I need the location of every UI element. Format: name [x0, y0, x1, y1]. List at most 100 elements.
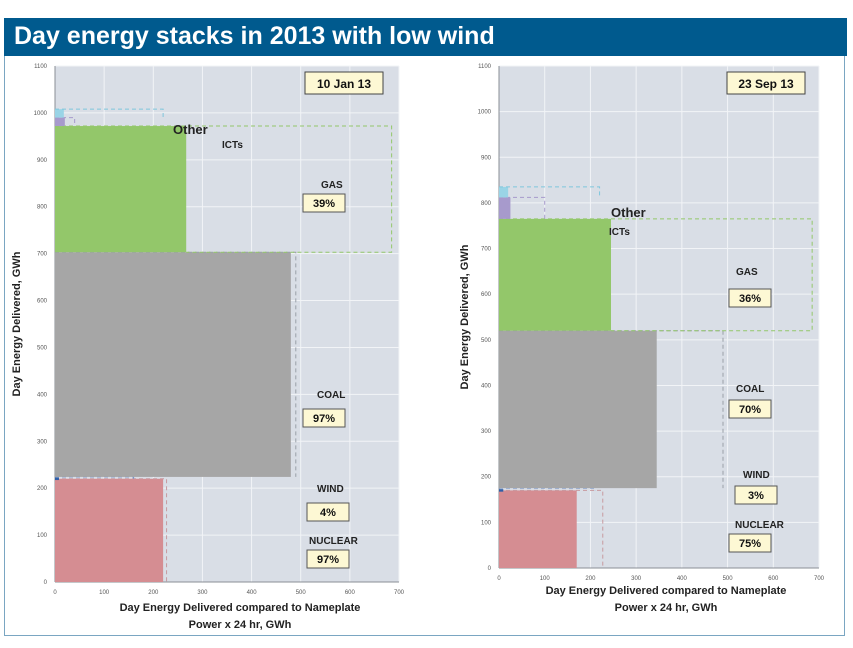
y-tick-label: 900 — [481, 155, 492, 161]
x-tick-label: 200 — [585, 576, 596, 582]
y-tick-label: 800 — [481, 201, 492, 207]
other-nameplate-outline — [55, 108, 164, 118]
y-tick-label: 700 — [37, 252, 48, 258]
date-badge — [304, 71, 384, 95]
coal-percent: 97% — [313, 413, 335, 425]
x-axis-title-line2: Power x 24 hr, GWh — [615, 602, 718, 614]
title-bar: Day energy stacks in 2013 with low wind — [4, 18, 847, 56]
gas-bar — [499, 218, 611, 331]
chart-panel-1: 0 100 200 300 400 500 600 700 0 100 200 300 400 500 60… — [11, 64, 405, 631]
nuclear-label: NUCLEAR — [735, 520, 785, 531]
x-tick-label: 100 — [99, 590, 110, 596]
gas-label: GAS — [321, 180, 343, 191]
x-tick-label: 300 — [631, 576, 642, 582]
y-tick-label: 100 — [37, 533, 48, 539]
gas-nameplate-outline — [499, 218, 813, 332]
x-tick-label: 600 — [768, 576, 779, 582]
y-tick-label: 200 — [37, 486, 48, 492]
y-tick-label: 1000 — [478, 110, 492, 116]
x-axis-title-line2: Power x 24 hr, GWh — [189, 619, 292, 631]
x-tick-label: 200 — [148, 590, 159, 596]
coal-percent: 70% — [739, 404, 761, 416]
y-tick-label: 1000 — [34, 111, 48, 117]
y-tick-label: 600 — [481, 292, 492, 298]
date-label: 23 Sep 13 — [738, 77, 794, 91]
icts-label: ICTs — [222, 140, 243, 151]
gas-bar — [55, 126, 187, 253]
nuclear-nameplate-outline — [55, 478, 168, 582]
gas-percent: 39% — [313, 198, 335, 210]
icts-bar — [499, 197, 511, 219]
x-tick-label: 700 — [814, 576, 825, 582]
x-tick-label: 600 — [345, 590, 356, 596]
page-title: Day energy stacks in 2013 with low wind — [14, 22, 495, 50]
x-axis-title-line1: Day Energy Delivered compared to Namepla… — [546, 585, 787, 597]
y-tick-label: 1100 — [478, 64, 492, 70]
other-label: Other — [611, 205, 646, 220]
nuclear-percent: 97% — [317, 554, 339, 566]
y-tick-label: 500 — [37, 345, 48, 351]
coal-label: COAL — [736, 384, 764, 395]
x-tick-label: 100 — [540, 576, 551, 582]
nuclear-label: NUCLEAR — [309, 536, 359, 547]
y-tick-label: 300 — [481, 429, 492, 435]
y-tick-label: 1100 — [34, 64, 48, 70]
x-tick-label: 400 — [247, 590, 258, 596]
nuclear-bar — [55, 478, 164, 582]
wind-percent-badge — [734, 485, 778, 505]
y-tick-label: 300 — [37, 439, 48, 445]
wind-label: WIND — [743, 470, 770, 481]
gas-percent-badge — [728, 288, 772, 308]
y-tick-label: 900 — [37, 158, 48, 164]
y-tick-label: 800 — [37, 205, 48, 211]
y-axis-title: Day Energy Delivered, GWh — [459, 244, 471, 389]
wind-percent: 3% — [748, 490, 764, 502]
y-tick-label: 200 — [481, 475, 492, 481]
coal-percent-badge — [728, 399, 772, 419]
icts-bar — [55, 117, 65, 127]
wind-percent-badge — [306, 502, 350, 522]
y-tick-label: 400 — [481, 383, 492, 389]
x-axis-title-line1: Day Energy Delivered compared to Namepla… — [120, 602, 361, 614]
y-tick-label: 0 — [488, 566, 492, 572]
other-label: Other — [173, 122, 208, 137]
other-bar — [499, 186, 509, 198]
chart-panel-2: 0 100 200 300 400 500 600 700 0 100 200 300 400 500 60… — [459, 64, 825, 614]
x-tick-label: 0 — [497, 576, 501, 582]
y-axis-title: Day Energy Delivered, GWh — [11, 251, 23, 396]
y-tick-label: 700 — [481, 247, 492, 253]
nuclear-percent-badge — [728, 533, 772, 553]
x-tick-label: 300 — [197, 590, 208, 596]
y-tick-label: 600 — [37, 299, 48, 305]
x-tick-label: 500 — [296, 590, 307, 596]
date-badge — [726, 71, 806, 95]
x-tick-label: 400 — [677, 576, 688, 582]
y-tick-label: 500 — [481, 338, 492, 344]
other-nameplate-outline — [499, 186, 601, 198]
gas-percent: 36% — [739, 293, 761, 305]
wind-percent: 4% — [320, 507, 336, 519]
nuclear-bar — [499, 490, 577, 568]
wind-nameplate-outline — [55, 476, 135, 479]
nuclear-percent: 75% — [739, 538, 761, 550]
x-tick-label: 0 — [53, 590, 57, 596]
date-label: 10 Jan 13 — [317, 77, 371, 91]
nuclear-nameplate-outline — [499, 489, 604, 568]
y-tick-label: 100 — [481, 520, 492, 526]
gas-nameplate-outline — [55, 125, 393, 253]
nuclear-percent-badge — [306, 549, 350, 569]
coal-label: COAL — [317, 390, 345, 401]
gas-label: GAS — [736, 267, 758, 278]
coal-bar — [499, 330, 657, 489]
x-tick-label: 500 — [723, 576, 734, 582]
other-bar — [55, 109, 64, 118]
icts-nameplate-outline — [499, 196, 546, 219]
coal-bar — [55, 252, 291, 477]
coal-percent-badge — [302, 408, 346, 428]
x-tick-label: 700 — [394, 590, 405, 596]
y-tick-label: 400 — [37, 392, 48, 398]
icts-label: ICTs — [609, 227, 630, 238]
y-tick-label: 0 — [44, 580, 48, 586]
figure-frame — [4, 56, 845, 636]
